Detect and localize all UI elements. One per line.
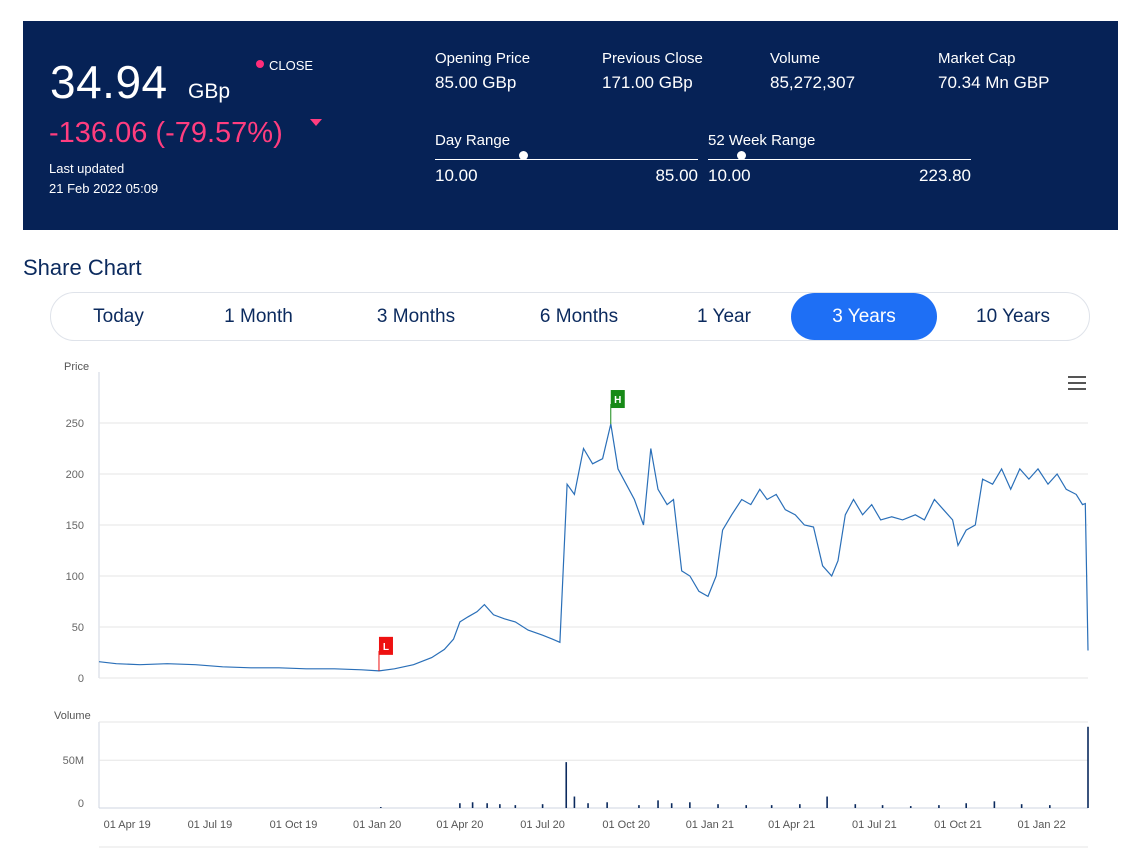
chart-menu-icon[interactable] <box>1068 376 1086 390</box>
high-marker-label: H <box>614 395 621 406</box>
x-tick-label: 01 Jul 21 <box>852 819 897 831</box>
day-range-marker <box>519 151 529 160</box>
tab-3-years[interactable]: 3 Years <box>791 293 937 340</box>
week52-range-high: 223.80 <box>919 166 971 185</box>
volume-bar <box>1020 804 1023 808</box>
price-tick-label: 250 <box>66 418 84 430</box>
x-tick-label: 01 Jan 20 <box>353 819 401 831</box>
down-arrow-icon <box>310 119 322 126</box>
volume-bar <box>1049 805 1051 808</box>
volume-bar <box>1087 726 1089 808</box>
previous-close-value: 171.00 GBp <box>602 73 693 92</box>
volume-bar <box>717 804 719 808</box>
volume-bar <box>573 796 576 808</box>
period-tabs: Today 1 Month 3 Months 6 Months 1 Year 3… <box>50 292 1090 341</box>
volume-bar <box>471 802 474 808</box>
volume-bar <box>499 804 501 808</box>
price-tick-label: 100 <box>66 571 84 583</box>
volume-value: 85,272,307 <box>770 73 856 92</box>
volume-bar <box>799 804 801 808</box>
volume-bar <box>670 803 673 808</box>
week52-range-label: 52 Week Range <box>708 132 816 149</box>
market-cap-value: 70.34 Mn GBP <box>938 73 1050 92</box>
tab-1-year[interactable]: 1 Year <box>697 306 751 327</box>
tab-6-months[interactable]: 6 Months <box>539 306 619 327</box>
tab-10-years[interactable]: 10 Years <box>976 306 1050 327</box>
market-status-dot-icon <box>256 60 264 68</box>
tab-3-months[interactable]: 3 Months <box>376 306 456 327</box>
volume-label: Volume <box>770 50 821 67</box>
current-price: 34.94 <box>50 56 168 108</box>
volume-bar <box>854 804 857 808</box>
volume-bar <box>459 803 461 808</box>
x-tick-label: 01 Jul 20 <box>520 819 565 831</box>
volume-bar <box>881 805 884 808</box>
price-unit: GBp <box>188 80 231 103</box>
x-tick-label: 01 Oct 20 <box>602 819 650 831</box>
x-tick-label: 01 Apr 21 <box>768 819 815 831</box>
volume-bar <box>689 802 691 808</box>
low-marker-label: L <box>383 642 389 653</box>
opening-price-value: 85.00 GBp <box>435 73 517 92</box>
tab-1-month[interactable]: 1 Month <box>224 306 293 327</box>
x-tick-label: 01 Jul 19 <box>188 819 233 831</box>
previous-close-label: Previous Close <box>602 50 703 67</box>
price-change: -136.06 (-79.57%) <box>49 117 283 149</box>
x-tick-label: 01 Oct 21 <box>934 819 982 831</box>
week52-range-marker <box>736 151 746 160</box>
share-chart-title: Share Chart <box>23 255 142 280</box>
volume-bar <box>745 805 748 808</box>
week52-range-low: 10.00 <box>708 166 751 185</box>
volume-bar <box>638 805 640 808</box>
volume-bar <box>938 805 940 808</box>
volume-bar <box>909 806 912 808</box>
volume-tick-label: 0 <box>78 798 84 810</box>
market-status: CLOSE <box>269 58 314 73</box>
volume-bar <box>379 807 382 808</box>
x-tick-label: 01 Jan 21 <box>686 819 734 831</box>
volume-axis-label: Volume <box>54 710 91 722</box>
high-marker-flag <box>610 390 625 409</box>
market-cap-label: Market Cap <box>938 50 1016 67</box>
tab-today[interactable]: Today <box>93 306 144 327</box>
opening-price-label: Opening Price <box>435 50 531 67</box>
volume-tick-label: 50M <box>63 755 84 767</box>
volume-bar <box>770 805 773 808</box>
price-tick-label: 150 <box>66 520 84 532</box>
quote-panel: 34.94 GBp CLOSE -136.06 (-79.57%) Last u… <box>23 21 1118 230</box>
price-axis-label: Price <box>64 361 89 373</box>
volume-bar <box>514 805 517 808</box>
day-range-bar <box>435 159 698 160</box>
day-range-label: Day Range <box>435 132 511 149</box>
volume-bar <box>993 801 996 808</box>
price-tick-label: 50 <box>72 622 84 634</box>
day-range-low: 10.00 <box>435 166 478 185</box>
volume-bar <box>965 803 967 808</box>
price-tick-label: 0 <box>78 673 84 685</box>
volume-bar <box>565 762 568 808</box>
volume-bar <box>541 804 544 808</box>
volume-bar <box>587 803 589 808</box>
last-updated-value: 21 Feb 2022 05:09 <box>49 181 159 196</box>
low-marker-flag <box>378 636 393 655</box>
x-tick-label: 01 Jan 22 <box>1017 819 1065 831</box>
volume-bar <box>826 796 828 808</box>
x-tick-label: 01 Oct 19 <box>270 819 318 831</box>
volume-bar <box>606 802 608 808</box>
price-tick-label: 200 <box>66 469 84 481</box>
x-tick-label: 01 Apr 20 <box>436 819 483 831</box>
volume-bar <box>486 803 488 808</box>
week52-range-bar <box>708 159 971 160</box>
last-updated-label: Last updated <box>49 161 125 176</box>
price-series-line <box>98 423 1089 672</box>
x-tick-label: 01 Apr 19 <box>104 819 151 831</box>
day-range-high: 85.00 <box>655 166 698 185</box>
volume-bar <box>657 800 659 808</box>
